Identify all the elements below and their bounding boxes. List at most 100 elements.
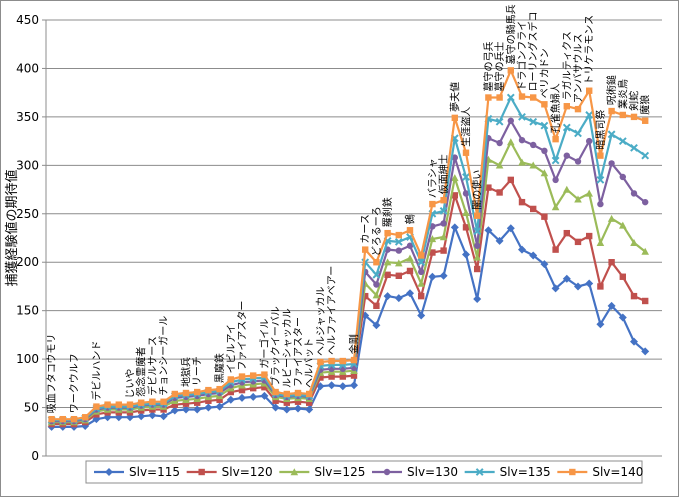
data-point: [439, 271, 448, 280]
data-point: [462, 250, 470, 259]
data-point: [138, 399, 145, 406]
data-point: [518, 245, 526, 254]
legend-swatch-marker: [105, 468, 113, 476]
data-point: [216, 385, 223, 393]
data-point: [250, 384, 257, 392]
legend-label: Slv=125: [314, 465, 365, 479]
data-point: [395, 272, 402, 279]
data-point: [507, 67, 514, 74]
data-point: [261, 371, 268, 378]
data-point: [362, 292, 369, 300]
data-point: [215, 402, 224, 411]
data-point: [574, 129, 582, 138]
data-point: [552, 246, 559, 253]
data-point: [540, 121, 549, 130]
data-point: [372, 270, 381, 279]
data-point: [227, 388, 234, 396]
data-point: [507, 138, 515, 146]
y-tick-label: 350: [16, 110, 39, 124]
data-point: [462, 190, 470, 197]
data-point: [406, 227, 414, 234]
legend-item: Slv=115: [94, 465, 180, 479]
data-point: [551, 203, 560, 211]
annotation-label: ファイアスター: [237, 301, 249, 371]
data-point: [238, 373, 246, 380]
data-point: [159, 412, 168, 421]
data-point: [607, 301, 616, 310]
data-point: [485, 184, 492, 191]
data-point: [451, 154, 458, 161]
data-point: [226, 395, 235, 404]
annotation-label: バラシャ: [427, 158, 439, 198]
data-point: [394, 294, 403, 303]
data-point: [630, 113, 638, 121]
data-point: [317, 358, 324, 366]
annotation-label: ブラックイーバル: [269, 306, 282, 386]
data-point: [160, 398, 167, 405]
data-point: [373, 302, 380, 310]
legend-item: Slv=130: [372, 465, 458, 479]
data-point: [70, 415, 78, 423]
data-point: [149, 398, 156, 405]
data-point: [529, 161, 537, 169]
data-point: [596, 320, 605, 329]
annotation-label: ラガルティクス: [561, 31, 573, 100]
data-point: [384, 229, 391, 237]
annotation-label: 剣蛇: [628, 91, 641, 111]
data-point: [641, 247, 649, 255]
data-point: [450, 223, 459, 232]
data-point: [350, 381, 358, 390]
legend-swatch-marker: [569, 468, 576, 476]
data-point: [562, 123, 571, 132]
data-point: [562, 274, 571, 283]
annotation-label: 夢夫値: [448, 82, 461, 112]
data-point: [194, 399, 201, 406]
annotation-label: 墓守の兵士: [493, 42, 506, 92]
data-point: [529, 117, 538, 126]
data-point: [529, 251, 538, 260]
data-point: [283, 390, 290, 398]
data-point: [597, 200, 604, 208]
data-point: [373, 281, 380, 288]
data-point: [586, 87, 593, 94]
data-point: [440, 247, 447, 254]
data-point: [418, 268, 425, 276]
data-point: [205, 386, 212, 394]
data-point: [394, 237, 403, 246]
data-point: [182, 389, 190, 397]
annotation-label: 業炎鳥: [616, 79, 629, 109]
annotation-label: 金剛: [348, 334, 361, 354]
data-point: [82, 414, 89, 421]
data-point: [473, 295, 482, 304]
y-tick-label: 400: [16, 61, 39, 75]
data-point: [574, 238, 582, 246]
data-point: [496, 94, 503, 101]
data-point: [551, 284, 560, 293]
y-tick-label: 250: [16, 207, 39, 221]
data-point: [395, 231, 402, 239]
data-point: [630, 143, 638, 152]
annotation-label: 暗黒司祭: [594, 110, 607, 150]
legend-label: Slv=135: [500, 465, 551, 479]
data-point: [473, 253, 481, 261]
data-point: [205, 397, 212, 404]
data-point: [418, 292, 425, 300]
annotation-label: ガーゴイル: [258, 319, 271, 369]
data-point: [428, 272, 437, 281]
data-point: [618, 313, 627, 322]
data-point: [495, 117, 504, 126]
data-point: [193, 405, 202, 414]
annotation-label: 地獄兵: [180, 357, 193, 387]
data-point: [630, 190, 638, 197]
annotation-label: 墓守の弓兵: [482, 42, 495, 92]
data-point: [507, 117, 514, 124]
data-point: [440, 220, 447, 227]
annotation-label: ペリカドン: [539, 48, 551, 98]
data-point: [194, 388, 201, 396]
data-point: [418, 252, 425, 259]
data-point: [619, 173, 626, 181]
annotation-label: 黒魔鉄: [213, 353, 226, 383]
data-point: [306, 399, 313, 406]
data-point: [439, 206, 448, 215]
data-point: [586, 137, 593, 145]
